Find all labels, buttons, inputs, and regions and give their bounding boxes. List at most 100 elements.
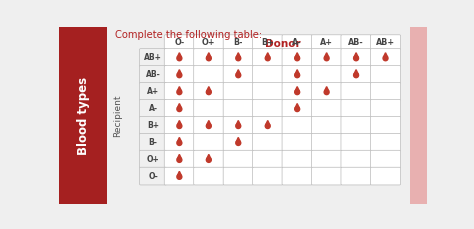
FancyBboxPatch shape xyxy=(194,49,224,66)
Circle shape xyxy=(177,73,182,78)
Polygon shape xyxy=(354,53,358,57)
FancyBboxPatch shape xyxy=(194,35,224,49)
FancyBboxPatch shape xyxy=(194,167,224,185)
FancyBboxPatch shape xyxy=(370,49,401,66)
Circle shape xyxy=(236,141,241,145)
FancyBboxPatch shape xyxy=(194,133,224,151)
Polygon shape xyxy=(177,137,182,142)
Polygon shape xyxy=(265,53,270,57)
Circle shape xyxy=(295,56,300,61)
FancyBboxPatch shape xyxy=(139,116,166,134)
FancyBboxPatch shape xyxy=(282,99,312,117)
FancyBboxPatch shape xyxy=(223,49,254,66)
Circle shape xyxy=(236,124,241,128)
Text: O-: O- xyxy=(174,38,184,47)
Circle shape xyxy=(324,56,329,61)
FancyBboxPatch shape xyxy=(341,99,371,117)
Polygon shape xyxy=(354,70,358,74)
FancyBboxPatch shape xyxy=(253,49,283,66)
Circle shape xyxy=(177,174,182,179)
Polygon shape xyxy=(177,70,182,74)
Text: Recipient: Recipient xyxy=(113,94,122,136)
FancyBboxPatch shape xyxy=(341,49,371,66)
FancyBboxPatch shape xyxy=(282,167,312,185)
Text: B+: B+ xyxy=(147,121,159,130)
Polygon shape xyxy=(295,53,299,57)
Text: AB+: AB+ xyxy=(144,53,162,62)
FancyBboxPatch shape xyxy=(139,167,166,185)
Circle shape xyxy=(206,56,211,61)
Polygon shape xyxy=(177,171,182,176)
FancyBboxPatch shape xyxy=(253,133,283,151)
Text: O-: O- xyxy=(148,172,158,181)
FancyBboxPatch shape xyxy=(341,150,371,168)
FancyBboxPatch shape xyxy=(341,116,371,134)
FancyBboxPatch shape xyxy=(370,99,401,117)
FancyBboxPatch shape xyxy=(194,150,224,168)
FancyBboxPatch shape xyxy=(410,27,427,204)
FancyBboxPatch shape xyxy=(164,35,194,49)
FancyBboxPatch shape xyxy=(253,150,283,168)
FancyBboxPatch shape xyxy=(311,99,342,117)
Polygon shape xyxy=(325,53,329,57)
FancyBboxPatch shape xyxy=(139,82,166,100)
FancyBboxPatch shape xyxy=(223,99,254,117)
FancyBboxPatch shape xyxy=(282,65,312,83)
Polygon shape xyxy=(325,87,329,91)
FancyBboxPatch shape xyxy=(194,65,224,83)
FancyBboxPatch shape xyxy=(253,82,283,100)
Polygon shape xyxy=(236,137,240,142)
FancyBboxPatch shape xyxy=(223,65,254,83)
FancyBboxPatch shape xyxy=(253,167,283,185)
FancyBboxPatch shape xyxy=(223,133,254,151)
FancyBboxPatch shape xyxy=(194,99,224,117)
Circle shape xyxy=(295,107,300,112)
FancyBboxPatch shape xyxy=(164,116,194,134)
Polygon shape xyxy=(207,87,211,91)
FancyBboxPatch shape xyxy=(223,82,254,100)
Circle shape xyxy=(236,56,241,61)
FancyBboxPatch shape xyxy=(282,82,312,100)
Polygon shape xyxy=(177,104,182,108)
Circle shape xyxy=(177,107,182,112)
FancyBboxPatch shape xyxy=(370,133,401,151)
Circle shape xyxy=(206,124,211,128)
Polygon shape xyxy=(236,70,240,74)
FancyBboxPatch shape xyxy=(370,150,401,168)
Text: O+: O+ xyxy=(202,38,216,47)
Text: Blood types: Blood types xyxy=(77,77,90,155)
Polygon shape xyxy=(177,120,182,125)
FancyBboxPatch shape xyxy=(370,65,401,83)
FancyBboxPatch shape xyxy=(223,150,254,168)
FancyBboxPatch shape xyxy=(311,65,342,83)
FancyBboxPatch shape xyxy=(282,133,312,151)
Text: A+: A+ xyxy=(320,38,333,47)
Circle shape xyxy=(177,124,182,128)
Polygon shape xyxy=(207,154,211,159)
FancyBboxPatch shape xyxy=(341,133,371,151)
FancyBboxPatch shape xyxy=(311,150,342,168)
FancyBboxPatch shape xyxy=(139,99,166,117)
FancyBboxPatch shape xyxy=(164,65,194,83)
FancyBboxPatch shape xyxy=(139,49,166,66)
Text: A-: A- xyxy=(292,38,302,47)
Polygon shape xyxy=(177,154,182,159)
FancyBboxPatch shape xyxy=(311,167,342,185)
FancyBboxPatch shape xyxy=(164,49,194,66)
Text: B-: B- xyxy=(148,138,157,147)
FancyBboxPatch shape xyxy=(164,82,194,100)
FancyBboxPatch shape xyxy=(341,82,371,100)
Circle shape xyxy=(206,158,211,162)
Polygon shape xyxy=(295,70,299,74)
Circle shape xyxy=(177,90,182,95)
Text: AB-: AB- xyxy=(348,38,364,47)
Circle shape xyxy=(383,56,388,61)
Polygon shape xyxy=(295,87,299,91)
FancyBboxPatch shape xyxy=(311,82,342,100)
Polygon shape xyxy=(207,53,211,57)
FancyBboxPatch shape xyxy=(223,116,254,134)
FancyBboxPatch shape xyxy=(164,150,194,168)
FancyBboxPatch shape xyxy=(341,65,371,83)
Text: O+: O+ xyxy=(146,155,159,164)
FancyBboxPatch shape xyxy=(311,116,342,134)
